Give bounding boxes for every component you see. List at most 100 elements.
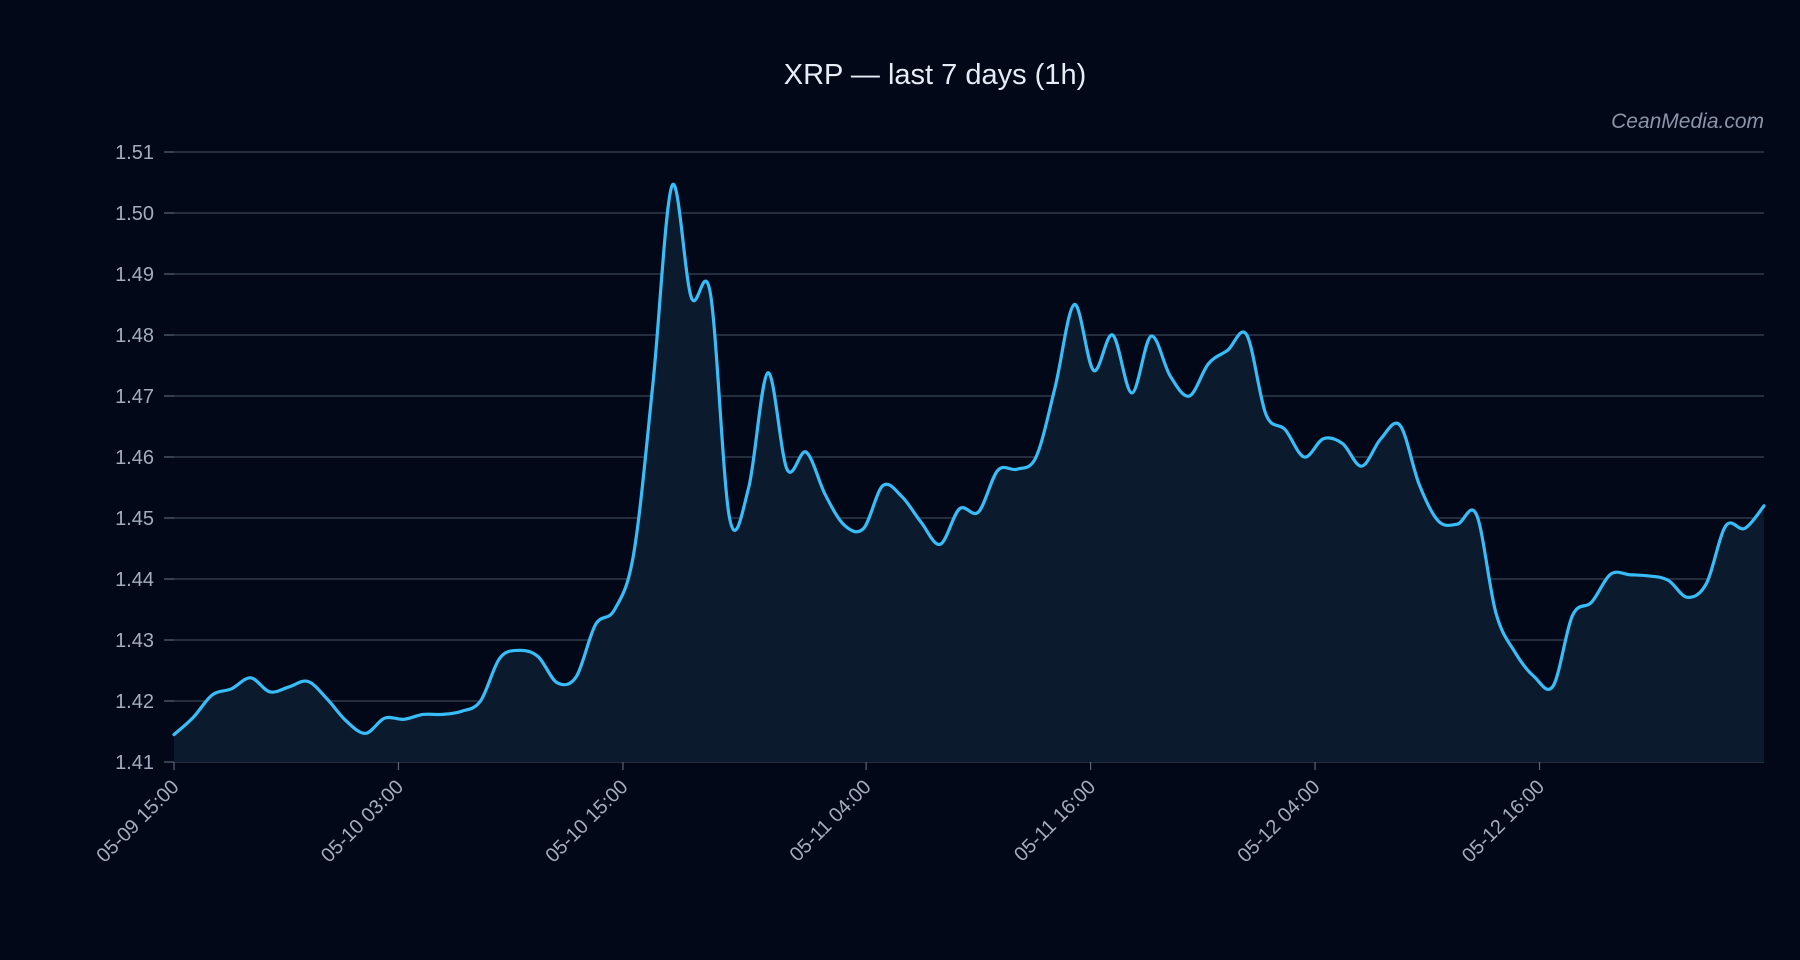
- data-point: [748, 486, 750, 488]
- data-point: [594, 624, 596, 626]
- data-point: [460, 710, 462, 712]
- data-point: [1341, 442, 1343, 444]
- data-point: [537, 655, 539, 657]
- data-point: [1092, 369, 1094, 371]
- data-point: [862, 527, 864, 529]
- data-point: [1456, 523, 1458, 525]
- x-axis: 05-09 15:00 05-10 03:00 05-10 15:00 05-11 0…: [92, 762, 1549, 867]
- y-tick-label: 1.51: [115, 142, 154, 164]
- data-point: [479, 700, 481, 702]
- data-point: [977, 511, 979, 513]
- data-point: [1590, 601, 1592, 603]
- data-point: [1303, 456, 1305, 458]
- data-point: [882, 484, 884, 486]
- data-point: [997, 469, 999, 471]
- data-point: [1322, 438, 1324, 440]
- data-point: [1763, 505, 1765, 507]
- data-point: [1418, 483, 1420, 485]
- data-point: [1437, 520, 1439, 522]
- y-tick-label: 1.42: [115, 691, 154, 713]
- data-point: [1169, 375, 1171, 377]
- data-point: [1016, 468, 1018, 470]
- y-tick-label: 1.48: [115, 325, 154, 347]
- data-point: [1667, 579, 1669, 581]
- data-point: [1724, 525, 1726, 527]
- data-point: [1744, 527, 1746, 529]
- data-point: [843, 524, 845, 526]
- data-point: [1629, 574, 1631, 576]
- data-point: [230, 688, 232, 690]
- data-point: [690, 296, 692, 298]
- x-tick-label: 05-10 15:00: [541, 776, 632, 867]
- watermark-text: CeanMedia.com: [1611, 110, 1764, 133]
- data-point: [1246, 334, 1248, 336]
- data-point: [1571, 614, 1573, 616]
- data-point: [824, 494, 826, 496]
- data-point: [403, 718, 405, 720]
- y-tick-label: 1.41: [115, 752, 154, 774]
- data-point: [1380, 438, 1382, 440]
- data-point: [556, 682, 558, 684]
- data-point: [958, 508, 960, 510]
- data-point: [1111, 334, 1113, 336]
- data-point: [652, 383, 654, 385]
- data-point: [786, 468, 788, 470]
- data-point: [288, 686, 290, 688]
- data-point: [1610, 573, 1612, 575]
- data-point: [709, 292, 711, 294]
- data-point: [805, 451, 807, 453]
- data-point: [767, 372, 769, 374]
- data-point: [1648, 575, 1650, 577]
- data-point: [1705, 582, 1707, 584]
- data-point: [920, 521, 922, 523]
- data-point: [1361, 465, 1363, 467]
- y-axis: 1.51 1.50 1.49 1.48 1.47 1.46 1.45 1.44 1.43 1.42…: [115, 142, 174, 774]
- data-point: [192, 716, 194, 718]
- y-tick-label: 1.46: [115, 447, 154, 469]
- data-point: [269, 691, 271, 693]
- x-tick-label: 05-10 03:00: [317, 776, 408, 867]
- data-point: [901, 495, 903, 497]
- data-point: [1207, 362, 1209, 364]
- data-point: [1035, 456, 1037, 458]
- data-point: [1552, 685, 1554, 687]
- data-point: [728, 517, 730, 519]
- data-point: [1265, 413, 1267, 415]
- price-area-fill: [174, 184, 1764, 762]
- data-point: [1475, 514, 1477, 516]
- data-point: [939, 543, 941, 545]
- y-tick-label: 1.45: [115, 508, 154, 530]
- y-tick-label: 1.50: [115, 203, 154, 225]
- data-point: [1131, 392, 1133, 394]
- data-point: [1054, 386, 1056, 388]
- y-tick-label: 1.49: [115, 264, 154, 286]
- data-point: [575, 675, 577, 677]
- data-point: [498, 657, 500, 659]
- y-tick-label: 1.47: [115, 386, 154, 408]
- y-tick-label: 1.43: [115, 630, 154, 652]
- x-tick-label: 05-12 04:00: [1234, 776, 1325, 867]
- x-tick-label: 05-11 16:00: [1010, 776, 1100, 866]
- data-point: [613, 608, 615, 610]
- data-point: [249, 677, 251, 679]
- data-point: [671, 184, 673, 186]
- y-tick-label: 1.44: [115, 569, 154, 591]
- data-point: [422, 713, 424, 715]
- x-tick-label: 05-11 04:00: [786, 776, 876, 866]
- data-point: [364, 732, 366, 734]
- data-point: [345, 720, 347, 722]
- data-point: [326, 698, 328, 700]
- data-point: [1533, 675, 1535, 677]
- data-point: [384, 717, 386, 719]
- data-point: [633, 552, 635, 554]
- data-point: [1150, 335, 1152, 337]
- x-tick-label: 05-09 15:00: [92, 776, 183, 867]
- data-point: [307, 680, 309, 682]
- data-point: [1514, 651, 1516, 653]
- data-point: [1399, 424, 1401, 426]
- data-point: [1686, 596, 1688, 598]
- data-point: [1188, 395, 1190, 397]
- price-line: [172, 182, 1766, 737]
